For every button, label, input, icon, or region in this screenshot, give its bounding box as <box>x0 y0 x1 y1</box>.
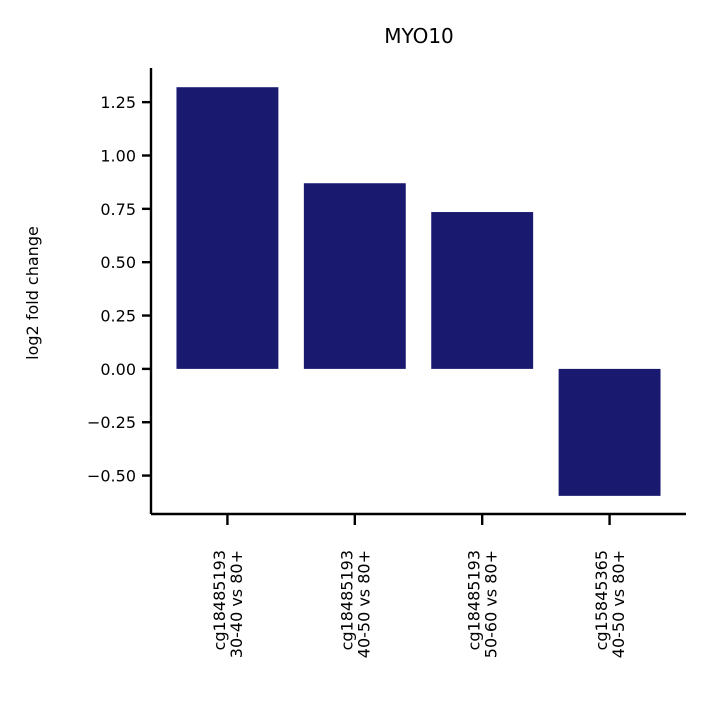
y-tick-label: −0.25 <box>87 413 136 432</box>
y-axis-label: log2 fold change <box>23 226 42 360</box>
x-tick-label-line: 40-50 vs 80+ <box>609 550 628 658</box>
bar-2 <box>431 212 534 369</box>
x-tick-label-line: cg18485193 <box>337 550 356 650</box>
x-tick-label-line: cg18485193 <box>210 550 229 650</box>
bar-3 <box>558 368 661 496</box>
y-ticks-group: −0.50 −0.25 0.00 0.25 0.50 0.75 1.00 1.25 <box>87 93 151 486</box>
y-tick-label: 0.50 <box>100 253 136 272</box>
y-tick-label: −0.50 <box>87 467 136 486</box>
y-tick-label: 1.25 <box>100 93 136 112</box>
bar-0 <box>176 87 279 369</box>
bar-1 <box>303 183 406 369</box>
y-tick-label: 0.75 <box>100 200 136 219</box>
chart-title: MYO10 <box>384 24 454 48</box>
x-tick-label-line: cg18485193 <box>465 550 484 650</box>
x-tick-label-line: 40-50 vs 80+ <box>354 550 373 658</box>
x-tick-label-line: 50-60 vs 80+ <box>482 550 501 658</box>
y-tick-label: 0.00 <box>100 360 136 379</box>
y-tick-label: 0.25 <box>100 307 136 326</box>
bars-group <box>176 87 661 496</box>
y-tick-label: 1.00 <box>100 146 136 165</box>
x-tick-label-line: 30-40 vs 80+ <box>227 550 246 658</box>
x-tick-label-line: cg15845365 <box>592 550 611 650</box>
